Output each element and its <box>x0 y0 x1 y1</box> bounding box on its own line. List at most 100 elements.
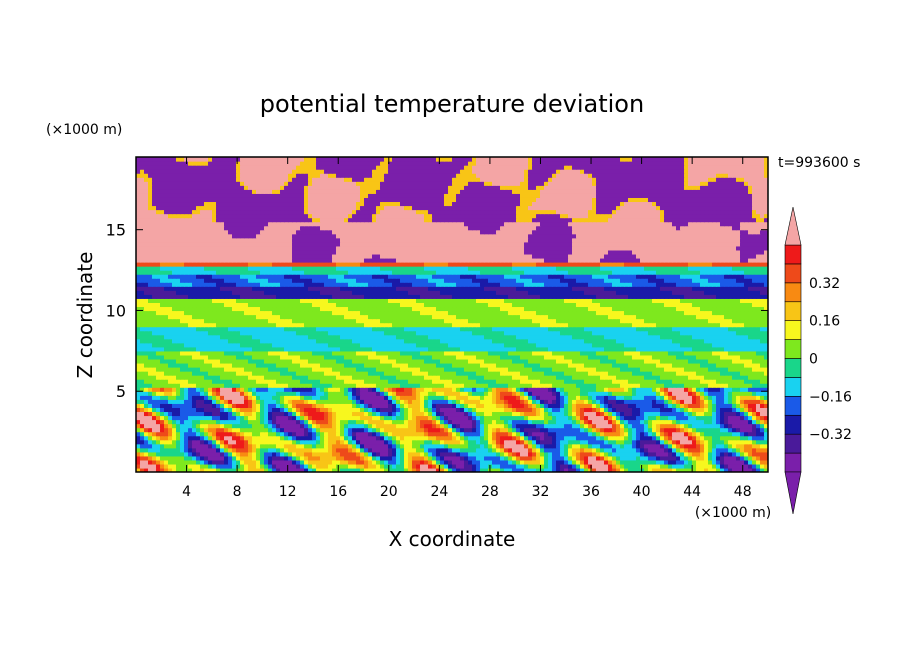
field-cell <box>204 395 209 400</box>
field-cell <box>740 455 745 461</box>
field-cell <box>192 455 197 461</box>
field-cell <box>632 411 637 417</box>
field-cell <box>144 451 149 457</box>
field-cell <box>148 435 153 441</box>
field-cell <box>588 467 593 472</box>
field-cell <box>396 423 401 429</box>
field-cell <box>460 387 465 392</box>
field-cell <box>652 387 657 392</box>
field-cell <box>568 427 573 433</box>
field-cell <box>140 447 145 453</box>
field-cell <box>172 371 177 376</box>
field-cell <box>516 375 521 380</box>
field-cell <box>280 423 285 429</box>
field-cell <box>460 403 465 408</box>
field-cell <box>524 435 529 441</box>
field-cell <box>652 439 657 445</box>
field-cell <box>756 411 761 417</box>
field-cell <box>176 399 181 404</box>
field-cell <box>596 447 601 453</box>
field-cell <box>732 427 737 433</box>
field-cell <box>540 447 545 453</box>
field-cell <box>592 367 597 372</box>
field-cell <box>352 379 357 384</box>
field-cell <box>612 399 617 404</box>
field-cell <box>608 451 613 457</box>
field-cell <box>176 411 181 417</box>
field-cell <box>628 367 633 372</box>
field-cell <box>700 411 705 417</box>
field-cell <box>472 375 477 380</box>
field-cell <box>708 435 713 441</box>
field-cell <box>744 411 749 417</box>
field-cell <box>168 371 173 376</box>
field-cell <box>188 455 193 461</box>
field-cell <box>232 362 237 368</box>
field-cell <box>344 391 349 396</box>
field-cell <box>640 411 645 417</box>
field-cell <box>308 435 313 441</box>
field-cell <box>644 383 649 388</box>
field-cell <box>188 387 193 392</box>
field-cell <box>348 459 353 465</box>
field-cell <box>248 423 253 429</box>
field-cell <box>764 431 768 437</box>
field-cell <box>304 391 309 396</box>
field-cell <box>560 354 565 360</box>
field-cell <box>624 419 629 425</box>
field-cell <box>292 383 297 388</box>
field-cell <box>204 451 209 457</box>
field-cell <box>640 415 645 421</box>
field-cell <box>368 399 373 404</box>
field-cell <box>496 358 501 364</box>
field-cell <box>284 346 289 352</box>
field-cell <box>604 459 609 465</box>
field-cell <box>556 395 561 400</box>
field-cell <box>404 399 409 404</box>
field-cell <box>624 423 629 429</box>
field-cell <box>360 439 365 445</box>
field-cell <box>376 455 381 461</box>
field-cell <box>312 387 317 392</box>
field-cell <box>732 358 737 364</box>
field-cell <box>256 367 261 372</box>
field-cell <box>668 367 673 372</box>
field-cell <box>452 439 457 445</box>
field-cell <box>176 379 181 384</box>
field-cell <box>484 362 489 368</box>
field-cell <box>740 399 745 404</box>
field-cell <box>668 375 673 380</box>
field-cell <box>256 346 261 352</box>
field-cell <box>284 423 289 429</box>
field-cell <box>244 350 249 356</box>
field-cell <box>452 379 457 384</box>
field-cell <box>556 371 561 376</box>
field-cell <box>540 423 545 429</box>
field-cell <box>160 451 165 457</box>
field-cell <box>436 354 441 360</box>
field-cell <box>268 362 273 368</box>
field-cell <box>232 463 237 469</box>
field-cell <box>224 375 229 380</box>
field-cell <box>388 358 393 364</box>
field-cell <box>276 358 281 364</box>
field-cell <box>468 443 473 449</box>
field-cell <box>340 395 345 400</box>
field-cell <box>388 375 393 380</box>
field-cell <box>168 423 173 429</box>
field-cell <box>384 467 389 472</box>
field-cell <box>408 350 413 356</box>
field-cell <box>408 399 413 404</box>
field-cell <box>304 379 309 384</box>
field-cell <box>272 459 277 465</box>
field-cell <box>216 383 221 388</box>
field-cell <box>224 423 229 429</box>
field-cell <box>716 427 721 433</box>
field-cell <box>404 447 409 453</box>
field-cell <box>160 431 165 437</box>
field-cell <box>428 407 433 413</box>
field-cell <box>512 391 517 396</box>
field-cell <box>172 459 177 465</box>
field-cell <box>328 362 333 368</box>
field-cell <box>456 423 461 429</box>
